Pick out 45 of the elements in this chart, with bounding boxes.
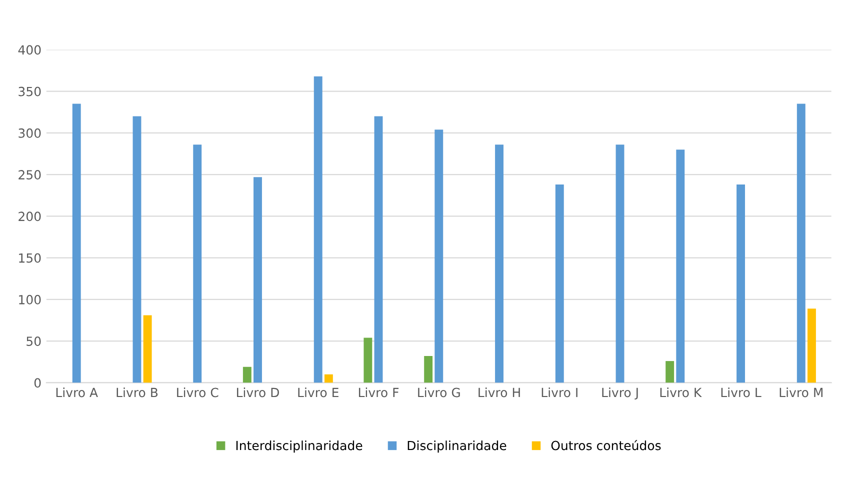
- y-tick-label: 150: [19, 253, 41, 263]
- x-tick-label: Livro F: [358, 388, 399, 398]
- x-tick-label: Livro B: [116, 388, 158, 398]
- bar: [676, 150, 685, 383]
- x-tick-label: Livro I: [542, 388, 578, 398]
- bar: [132, 116, 142, 383]
- x-tick-label: Livro G: [418, 388, 460, 398]
- y-tick-label: 350: [18, 86, 41, 96]
- y-tick-label: 250: [18, 170, 41, 180]
- x-tick-label: Livro A: [56, 388, 98, 398]
- bar: [324, 374, 333, 383]
- bar: [616, 144, 624, 383]
- x-tick-label: Livro C: [177, 388, 218, 398]
- bar: [314, 76, 322, 383]
- bar: [736, 184, 745, 383]
- bar: [495, 144, 504, 383]
- x-tick-label: Livro K: [660, 388, 702, 398]
- bar: [374, 116, 383, 383]
- bar: [424, 356, 433, 383]
- x-tick-label: Livro L: [721, 388, 762, 398]
- x-tick-label: Livro M: [780, 388, 822, 398]
- y-tick-label: 50: [26, 336, 41, 346]
- bar: [666, 361, 674, 383]
- y-tick-label: 200: [18, 212, 41, 222]
- bar: [143, 315, 152, 383]
- x-tick-label: Livro D: [237, 388, 279, 398]
- bar: [364, 338, 372, 383]
- x-tick-label: Livro H: [478, 388, 520, 398]
- bar: [72, 104, 81, 383]
- y-tick-label: 100: [19, 294, 41, 304]
- bar: [555, 184, 564, 383]
- legend-label: Disciplinaridade: [408, 440, 506, 453]
- y-tick-label: 0: [34, 378, 41, 388]
- bar: [434, 130, 444, 383]
- x-tick-label: Livro E: [298, 388, 338, 398]
- x-tick-label: Livro J: [602, 388, 638, 400]
- bar: [242, 366, 252, 383]
- legend-label: Outros conteúdos: [551, 440, 661, 450]
- bar: [807, 308, 816, 383]
- y-tick-label: 400: [18, 45, 41, 55]
- bar: [193, 144, 202, 383]
- bar: [796, 104, 806, 383]
- bar: [254, 177, 262, 383]
- legend-label: Interdisciplinaridade: [236, 440, 362, 453]
- y-tick-label: 300: [18, 128, 41, 138]
